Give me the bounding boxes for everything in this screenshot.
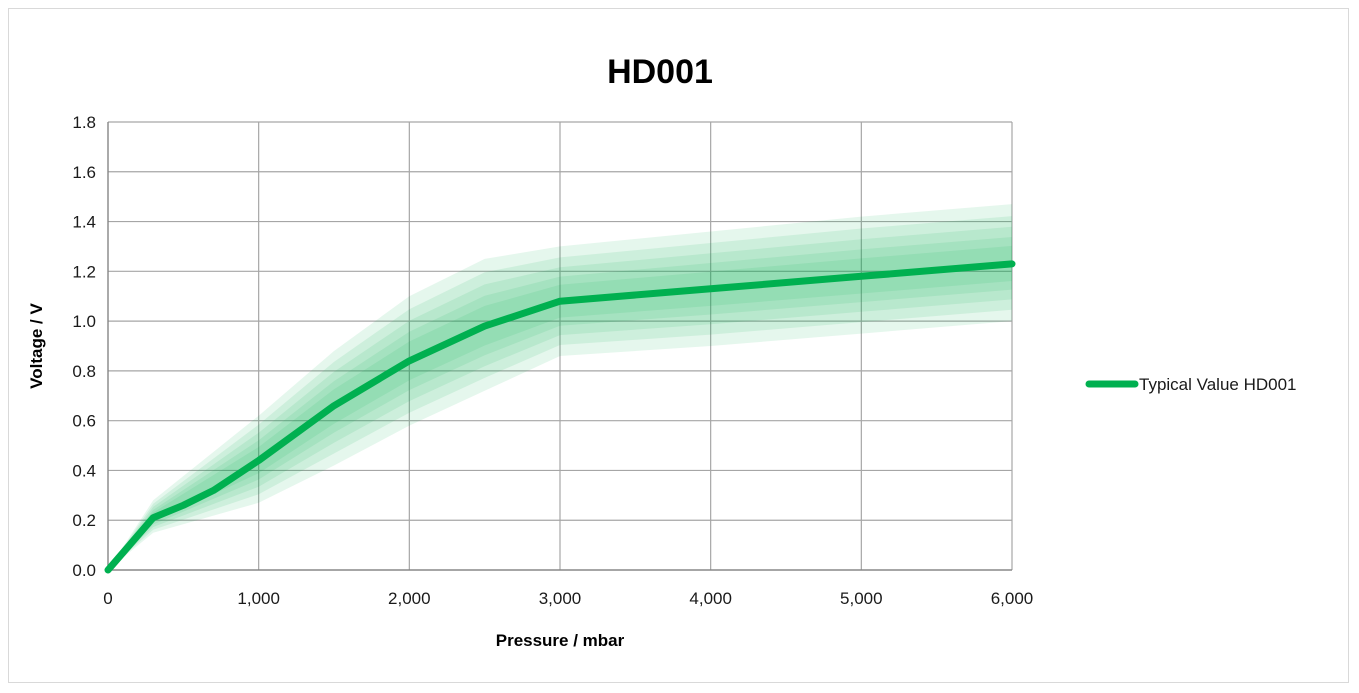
tolerance-band-layer-1 bbox=[108, 216, 1012, 570]
y-tick-label-8: 1.6 bbox=[72, 163, 96, 182]
tolerance-band-layer-0 bbox=[108, 204, 1012, 570]
chart-svg: HD001 0 1,000 2,000 3,000 4,000 5,000 6,000 0.… bbox=[27, 53, 1297, 650]
x-axis-title: Pressure / mbar bbox=[496, 631, 625, 650]
y-tick-label-1: 0.2 bbox=[72, 511, 96, 530]
series-lines bbox=[104, 260, 1016, 574]
x-tick-label-4: 4,000 bbox=[689, 589, 732, 608]
chart-frame: HD001 0 1,000 2,000 3,000 4,000 5,000 6,000 0.… bbox=[8, 8, 1349, 683]
y-tick-label-9: 1.8 bbox=[72, 113, 96, 132]
y-tick-label-6: 1.2 bbox=[72, 262, 96, 281]
x-tick-label-2: 2,000 bbox=[388, 589, 431, 608]
x-tick-labels: 0 1,000 2,000 3,000 4,000 5,000 6,000 bbox=[103, 589, 1033, 608]
tolerance-band-layer-4 bbox=[108, 245, 1012, 570]
y-tick-label-0: 0.0 bbox=[72, 561, 96, 580]
x-tick-label-6: 6,000 bbox=[991, 589, 1034, 608]
y-tick-label-2: 0.4 bbox=[72, 461, 96, 480]
legend-label-0: Typical Value HD001 bbox=[1139, 375, 1297, 394]
x-tick-label-0: 0 bbox=[103, 589, 112, 608]
y-tick-label-3: 0.6 bbox=[72, 412, 96, 431]
legend: Typical Value HD001 bbox=[1085, 375, 1297, 394]
chart-title: HD001 bbox=[607, 53, 713, 91]
tolerance-band-layer-2 bbox=[108, 226, 1012, 571]
y-tick-label-7: 1.4 bbox=[72, 213, 96, 232]
grid bbox=[107, 121, 1013, 571]
y-tick-label-4: 0.8 bbox=[72, 362, 96, 381]
y-tick-labels: 0.0 0.2 0.4 0.6 0.8 1.0 1.2 1.4 1.6 1.8 bbox=[72, 113, 96, 580]
series-line-0 bbox=[104, 260, 1016, 574]
x-tick-label-5: 5,000 bbox=[840, 589, 883, 608]
x-tick-label-3: 3,000 bbox=[539, 589, 582, 608]
y-tick-label-5: 1.0 bbox=[72, 312, 96, 331]
x-tick-label-1: 1,000 bbox=[237, 589, 280, 608]
y-axis-title: Voltage / V bbox=[27, 303, 46, 389]
